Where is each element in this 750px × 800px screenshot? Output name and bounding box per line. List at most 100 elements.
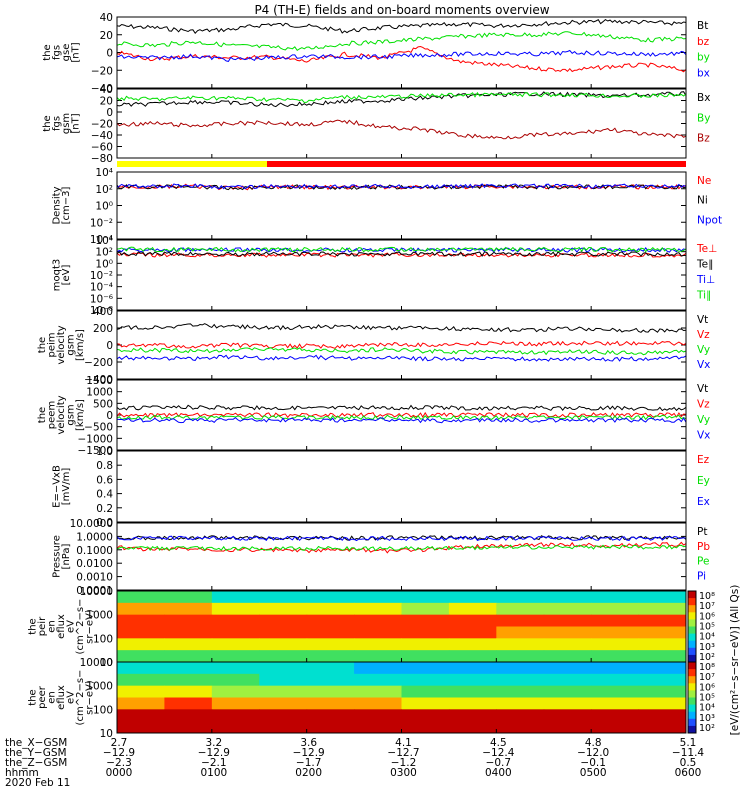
colorbar-tick: 10² [699, 723, 715, 734]
ylabel-line: velocity [56, 325, 67, 364]
axis-value: −12.9 [293, 747, 325, 759]
heatmap-cell [117, 602, 165, 616]
colorbar-cell [688, 711, 696, 720]
ylabel-line: gsm [66, 404, 77, 425]
series-Vt [116, 323, 687, 333]
legend-Ti⊥: Ti⊥ [696, 274, 715, 286]
axis-value: −12.9 [198, 747, 230, 759]
y-tick-label: 100 [93, 633, 113, 645]
y-tick-label: 10⁻² [90, 217, 113, 229]
legend-Pt: Pt [697, 526, 707, 538]
y-tick-label: 10⁰ [95, 201, 113, 213]
heatmap-cell [211, 721, 260, 734]
legend-bz: bz [697, 36, 710, 48]
legend-Ni: Ni [697, 195, 708, 207]
panel-7: E=−VxB[mV/m] 1.0 0.8 0.6 0.4 0.2 0.0 Ez Ey Ex [51, 446, 710, 529]
ylabel-line: gse [61, 44, 72, 62]
y-tick-label: 1000 [86, 387, 113, 399]
y-tick-label: −200 [84, 357, 113, 369]
heatmap-cell [306, 614, 355, 627]
axis-value: 0300 [390, 767, 417, 779]
colorbar-cell [688, 619, 696, 627]
ylabel-line: (cm^2−s− [75, 599, 86, 655]
colorbar-tick: 10³ [699, 642, 715, 653]
y-tick-label: 40 [100, 12, 113, 24]
heatmap-cell [164, 662, 213, 675]
y-tick-label: 0 [106, 410, 113, 422]
legend-Te∥: Te∥ [696, 259, 713, 271]
colorbar-cell [688, 690, 696, 698]
series-Pi [116, 535, 687, 542]
ylabel-line: (cm^2−s− [75, 670, 86, 726]
heatmap-cell [638, 626, 687, 639]
axis-value: −12.4 [482, 747, 514, 759]
ylabel-line: eV [66, 691, 77, 704]
heatmap-cell [211, 662, 260, 675]
heatmap-cell [591, 685, 640, 698]
heatmap-cell [401, 697, 450, 710]
y-tick-label: 1500 [86, 375, 113, 387]
heatmap-cell [259, 721, 308, 734]
series-Vy [116, 347, 687, 356]
y-tick-label: 0.0001 [76, 585, 113, 597]
legend-Bz: Bz [697, 133, 710, 145]
series-bx [116, 49, 687, 62]
heatmap-cell [638, 638, 687, 651]
ylabel-line: peem [47, 401, 58, 429]
y-tick-label: 0 [106, 107, 113, 119]
heatmap-cell [496, 602, 545, 616]
heatmap-cell [448, 638, 497, 651]
heatmap-cell [591, 697, 640, 710]
series-Bt [116, 18, 687, 34]
y-tick-label: 0.0100 [76, 558, 113, 570]
y-tick-label: 1.0000 [76, 531, 113, 543]
panel-ylabel: Density[cm−3] [51, 186, 72, 224]
y-tick-label: −60 [91, 142, 113, 154]
colorbar-tick: 10⁷ [699, 672, 715, 683]
heatmap-cell [306, 602, 355, 616]
ylabel-line: the [37, 337, 48, 353]
colorbar-cell [688, 704, 696, 713]
panel-frame [116, 450, 687, 523]
legend-bx: bx [697, 67, 710, 79]
heatmap-cell [211, 626, 260, 639]
y-tick-label: 10⁻⁴ [90, 234, 113, 246]
colorbar-cell [688, 605, 696, 613]
legend-Npot: Npot [697, 214, 722, 226]
heatmap-cell [401, 614, 450, 627]
heatmap-cell [117, 709, 165, 722]
y-tick-label: 10⁴ [95, 235, 113, 247]
figure-title: P4 (TH-E) fields and on-board moments ov… [254, 3, 549, 17]
legend-Vy: Vy [697, 414, 710, 426]
legend-Ex: Ex [697, 496, 710, 508]
panel-6: thepeemvelocitygsm[km/s]150010005000−500… [37, 375, 710, 457]
y-tick-label: −40 [91, 83, 113, 95]
legend-Pi: Pi [697, 570, 706, 582]
colorbar-cell [688, 647, 696, 656]
heatmap-cell [117, 685, 165, 698]
heatmap-cell [591, 638, 640, 651]
heatmap-cell [496, 709, 545, 722]
axis-value: 0500 [580, 767, 607, 779]
colorbar-tick: 10⁴ [699, 632, 715, 643]
colorbar-cell [688, 662, 696, 670]
ylabel-line: the [37, 407, 48, 423]
ylabel-line: gsm [61, 113, 72, 134]
series-by [116, 31, 687, 51]
ylabel-line: the [28, 689, 39, 705]
ylabel-line: [eV] [61, 265, 72, 286]
heatmap-cell [259, 591, 308, 604]
series-Te∥ [116, 251, 687, 257]
heatmap-cell [543, 709, 592, 722]
colorbar-tick: 10⁶ [699, 682, 715, 693]
heatmap-cell [354, 614, 402, 627]
axis-value: −2.3 [106, 757, 132, 769]
y-tick-label: 20 [100, 30, 113, 42]
y-tick-label: 400 [93, 306, 113, 318]
panel-frame [116, 16, 687, 89]
series-Ti∥ [116, 246, 687, 253]
heatmap-cell [117, 650, 165, 663]
